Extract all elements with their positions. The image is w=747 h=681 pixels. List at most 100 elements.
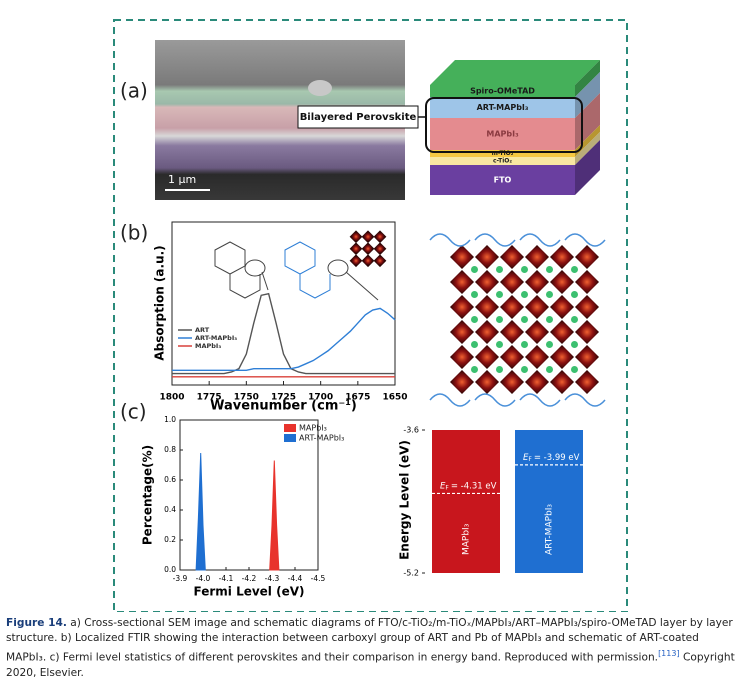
octahedron: [550, 245, 574, 269]
y-tick-label: 0.4: [164, 505, 176, 514]
caption-ref[interactable]: [113]: [658, 649, 680, 658]
inset-octahedron: [349, 242, 363, 256]
octahedron: [500, 295, 524, 319]
fermi-label: EF = -3.99 eV: [523, 452, 580, 462]
octahedron: [575, 320, 599, 344]
x-tick-label: 1675: [345, 393, 370, 403]
cation: [545, 290, 554, 299]
cation: [495, 365, 504, 374]
cation: [570, 265, 579, 274]
y-tick-label: 0.8: [164, 445, 176, 454]
x-tick-label: -4.1: [219, 574, 234, 583]
octahedron: [525, 370, 549, 394]
cation: [520, 290, 529, 299]
fermi-symbol: E: [523, 452, 529, 462]
octahedron: [475, 295, 499, 319]
octahedron: [550, 370, 574, 394]
layer-label: Spiro-OMeTAD: [470, 87, 535, 96]
octahedron: [500, 345, 524, 369]
layer-label: m-TiO₂: [492, 150, 514, 157]
cation: [470, 290, 479, 299]
x-tick-label: 1700: [308, 393, 333, 403]
ligand: [429, 393, 471, 407]
sem-particle: [308, 80, 332, 96]
ligand: [474, 393, 516, 407]
octahedron: [525, 270, 549, 294]
plot-frame: [171, 221, 396, 386]
octahedron: [550, 295, 574, 319]
cation: [545, 340, 554, 349]
octahedron: [475, 270, 499, 294]
callout-outline: [425, 97, 583, 153]
y-tick-label: 0.0: [164, 565, 176, 574]
figure: (a)(b)(c)1 μmSpiro-OMeTADART-MAPbI₃MAPbI…: [113, 19, 628, 612]
ligand: [564, 393, 606, 407]
cation: [470, 365, 479, 374]
x-axis-label: Wavenumber (cm⁻¹): [210, 399, 357, 414]
area-series: [195, 452, 206, 571]
cation: [520, 365, 529, 374]
legend-label: ART: [195, 326, 210, 334]
layer-side-shade: [575, 132, 600, 165]
layer-label: c-TiO₂: [493, 158, 512, 165]
cation: [495, 265, 504, 274]
x-tick-label: -4.5: [311, 574, 326, 583]
cation: [545, 365, 554, 374]
line-series: [172, 292, 395, 375]
y-axis-label: Energy Level (eV): [398, 440, 412, 560]
y-tick-label: -5.2: [403, 569, 419, 578]
layer-side: [575, 140, 600, 195]
ligand: [519, 393, 561, 407]
cation: [520, 340, 529, 349]
layer-front: [430, 97, 575, 118]
cation: [470, 340, 479, 349]
octahedron: [475, 345, 499, 369]
y-tick-label: 1.0: [164, 415, 176, 424]
legend-label: ART-MAPbI₃: [299, 434, 344, 443]
bar-label: ART-MAPbI₃: [545, 504, 555, 555]
band-bar: [515, 430, 583, 573]
layer-label: ART-MAPbI₃: [477, 103, 529, 112]
octahedron: [475, 370, 499, 394]
cation: [545, 315, 554, 324]
layer-front: [430, 85, 575, 97]
octahedron: [525, 295, 549, 319]
ligand: [474, 233, 516, 247]
octahedron: [575, 295, 599, 319]
band-bar: [432, 430, 500, 573]
callout-text: Bilayered Perovskite: [300, 112, 417, 123]
ligand: [519, 233, 561, 247]
octahedron: [450, 320, 474, 344]
layer-front: [430, 165, 575, 195]
layer-side-shade: [575, 60, 600, 97]
frame: [113, 19, 628, 612]
fermi-symbol: E: [440, 481, 446, 491]
cation: [470, 265, 479, 274]
cation: [495, 290, 504, 299]
x-tick-label: -4.0: [196, 574, 211, 583]
inset-octahedron: [361, 242, 375, 256]
octahedron: [525, 345, 549, 369]
layer-side-shade: [575, 140, 600, 195]
octahedron: [450, 245, 474, 269]
fermi-value: = -3.99 eV: [534, 452, 580, 462]
octahedron: [575, 245, 599, 269]
legend-swatch: [284, 434, 296, 442]
y-tick-label: 0.6: [164, 475, 176, 484]
x-axis-label: Fermi Level (eV): [194, 585, 305, 599]
layer-label: FTO: [494, 176, 512, 185]
area-series: [269, 460, 280, 571]
octahedron: [500, 370, 524, 394]
octahedron: [450, 345, 474, 369]
line-series: [172, 307, 396, 372]
octahedron: [575, 345, 599, 369]
callout-box: [297, 105, 419, 129]
panel-label: (b): [120, 221, 148, 245]
octahedron: [500, 320, 524, 344]
cation: [570, 365, 579, 374]
layer-label: MAPbI₃: [486, 130, 519, 139]
octahedron: [500, 270, 524, 294]
ligand: [564, 233, 606, 247]
panel-label: (c): [120, 400, 147, 424]
fermi-subscript: F: [528, 455, 532, 462]
